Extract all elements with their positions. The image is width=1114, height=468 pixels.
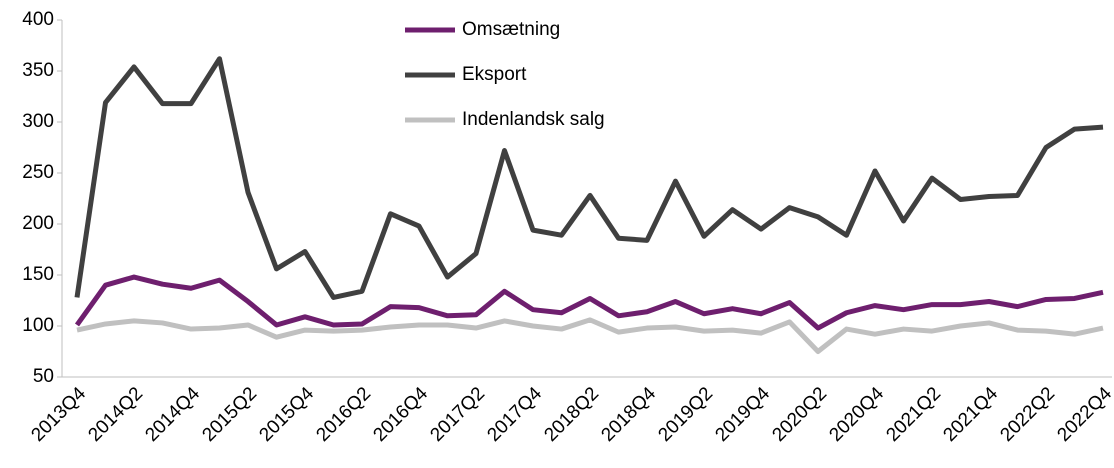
legend-label: Eksport [462,64,527,85]
x-tick-label: 2018Q4 [597,383,660,446]
x-tick-label: 2019Q2 [654,383,717,446]
series-line [74,56,1104,300]
x-tick-label: 2021Q4 [939,383,1002,446]
y-tick-label: 50 [33,366,54,387]
legend-label: Omsætning [462,19,560,40]
y-tick-label: 400 [22,9,54,30]
x-tick-label: 2020Q2 [768,383,831,446]
series-line [76,317,1104,354]
y-tick-label: 150 [22,264,54,285]
x-tick-label: 2022Q2 [996,383,1059,446]
x-tick-label: 2016Q4 [369,383,432,446]
y-tick-label: 250 [22,162,54,183]
series-line [74,274,1104,331]
x-tick-label: 2017Q2 [426,383,489,446]
x-tick-label: 2015Q4 [255,383,318,446]
x-tick-label: 2014Q4 [141,383,204,446]
x-tick-label: 2013Q4 [27,383,90,446]
x-tick-label: 2019Q4 [711,383,774,446]
x-tick-label: 2017Q4 [483,383,546,446]
x-tick-label: 2014Q2 [84,383,147,446]
x-tick-label: 2021Q2 [882,383,945,446]
x-tick-label: 2016Q2 [312,383,375,446]
y-tick-label: 300 [22,111,54,132]
x-tick-label: 2022Q4 [1053,383,1114,446]
y-tick-label: 350 [22,60,54,81]
y-tick-label: 200 [22,213,54,234]
y-tick-label: 100 [22,315,54,336]
x-tick-label: 2020Q4 [825,383,888,446]
x-tick-label: 2015Q2 [198,383,261,446]
x-tick-label: 2018Q2 [540,383,603,446]
legend-label: Indenlandsk salg [462,109,605,130]
